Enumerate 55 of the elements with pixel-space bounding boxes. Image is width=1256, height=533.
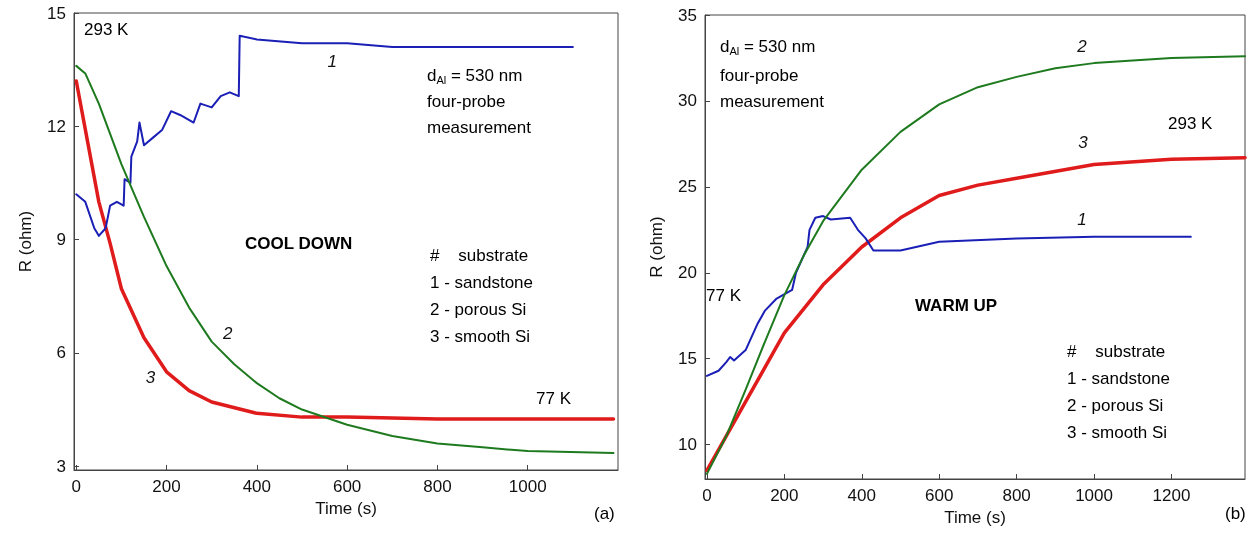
annotation: 1 - sandstone [430,272,534,292]
annotation: 1 - sandstone [1067,368,1171,388]
y-tick-label: 3 [56,456,66,476]
annotation: 2 - porous Si [1067,395,1164,415]
x-tick-label: 1000 [1075,486,1113,505]
y-tick-label: 10 [678,435,697,455]
x-tick-label: 600 [925,486,954,505]
x-tick-label: 600 [332,477,362,496]
text: (b) [1225,503,1246,523]
y-axis-title: R (ohm) [16,210,35,273]
annotation: # substrate [1067,341,1166,361]
annotation: 293 K [1168,113,1214,133]
series-label: 1 [327,51,337,71]
annotation: WARM UP [915,295,998,315]
x-tick-label: 400 [847,486,876,505]
y-tick-label: 30 [678,91,697,111]
line-series [705,55,1246,475]
y-tick-label: 20 [678,263,697,283]
series-label: 2 [221,324,233,344]
y-tick-label: 15 [678,349,697,369]
annotation: 77 K [706,285,742,305]
line-series [705,155,1247,473]
x-tick-label: 800 [423,477,452,496]
x-tick-label: 0 [702,486,712,505]
series-label: 1 [1077,210,1087,230]
annotation: 2 - porous Si [430,299,527,319]
line-series [75,34,574,237]
annotation: # substrate [430,245,529,265]
x-tick-label: 0 [71,477,81,496]
y-tick-label: 6 [56,343,66,363]
annotation: four-probe measurement [427,91,532,137]
annotation: 3 - smooth Si [430,326,531,346]
annotation: four-probe measurement [720,65,825,111]
x-tick-label: 1200 [1152,486,1191,505]
y-tick-label: 15 [47,3,66,23]
y-tick-label: 25 [678,177,697,197]
x-tick-label: 200 [152,477,181,496]
annotation: COOL DOWN [245,233,353,253]
x-axis-title: Time (s) [944,508,1006,527]
x-tick-label: 200 [770,486,799,505]
series-label: 3 [1078,133,1089,153]
text: (a) [594,503,615,523]
x-tick-label: 800 [1002,486,1031,505]
y-tick-label: 12 [47,116,66,136]
y-axis-title: R (ohm) [647,216,666,278]
y-tick-label: 35 [678,5,697,25]
x-tick-label: 400 [242,477,272,496]
x-axis-title: Time (s) [315,499,377,518]
series-label: 3 [145,368,156,388]
y-tick-label: 9 [56,230,66,250]
annotation: 77 K [536,388,572,408]
annotation: 293 K [84,19,130,39]
annotation: 3 - smooth Si [1067,422,1168,442]
x-tick-label: 1000 [508,477,547,496]
series-label: 2 [1076,36,1088,56]
